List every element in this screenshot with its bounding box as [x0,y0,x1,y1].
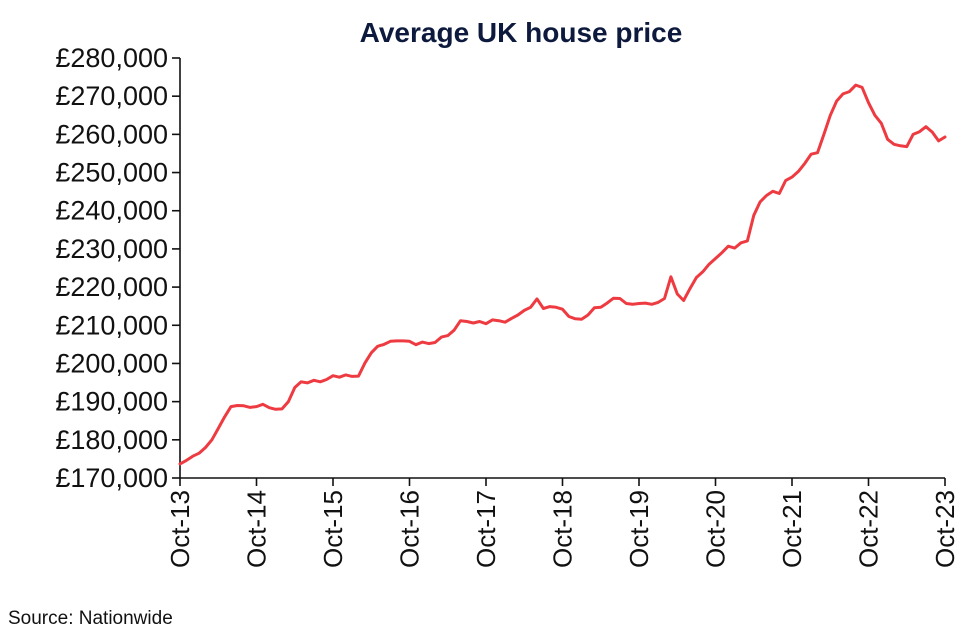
x-tick-label: Oct-17 [471,490,501,568]
x-tick-label: Oct-13 [165,490,195,568]
y-tick-label: £200,000 [55,348,168,378]
y-tick-label: £270,000 [55,81,168,111]
x-tick-label: Oct-21 [777,490,807,568]
house-price-line [178,83,947,466]
y-axis: £170,000 £180,000 £190,000 £200,000 £210,000… [55,43,181,493]
x-tick-label: Oct-22 [854,490,884,568]
source-note: Source: Nationwide [8,608,173,629]
x-tick-label: Oct-16 [395,490,425,568]
y-tick-label: £170,000 [55,463,168,493]
x-tick-label: Oct-20 [701,490,731,568]
x-tick-label: Oct-23 [930,490,960,568]
x-axis: Oct-13 Oct-14 Oct-15 Oct-16 Oct-17 Oct-18 Oct-… [165,477,960,568]
y-tick-label: £180,000 [55,425,168,455]
y-tick-label: £240,000 [55,196,168,226]
y-tick-label: £260,000 [55,119,168,149]
chart-title: Average UK house price [360,17,683,48]
y-tick-label: £280,000 [55,43,168,73]
y-tick-label: £230,000 [55,234,168,264]
y-tick-label: £190,000 [55,387,168,417]
x-tick-label: Oct-18 [548,490,578,568]
y-tick-label: £210,000 [55,310,168,340]
x-tick-label: Oct-14 [242,490,272,568]
x-tick-label: Oct-19 [624,490,654,568]
x-tick-label: Oct-15 [318,490,348,568]
y-tick-label: £220,000 [55,272,168,302]
y-tick-label: £250,000 [55,158,168,188]
